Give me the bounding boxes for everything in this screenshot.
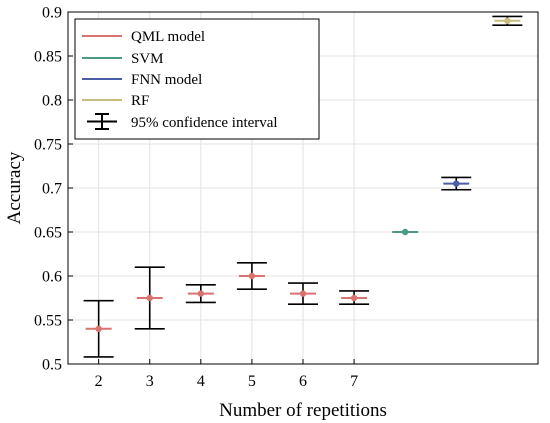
x-tick-label: 5 — [248, 373, 256, 390]
x-tick-label: 4 — [197, 373, 205, 390]
data-point-qml-model — [146, 294, 153, 302]
legend-label-svm: SVM — [131, 51, 164, 67]
data-point-qml-model — [299, 290, 307, 297]
data-point-qml-model — [197, 290, 205, 297]
data-point-qml-model — [248, 272, 256, 280]
x-tick-label: 3 — [146, 373, 154, 390]
x-axis-ticks: 2 3 4 5 6 7 — [95, 359, 358, 390]
y-tick-label: 0.9 — [42, 5, 62, 22]
y-tick-label: 0.85 — [34, 49, 62, 66]
legend-label-qml: QML model — [131, 29, 205, 45]
legend-label-fnn: FNN model — [131, 72, 202, 88]
y-tick-label: 0.8 — [42, 93, 62, 110]
y-tick-label: 0.5 — [42, 357, 62, 374]
data-point-fnn-model — [453, 180, 460, 187]
y-axis-label: Accuracy — [4, 151, 25, 224]
data-points — [85, 17, 521, 332]
x-tick-label: 2 — [95, 373, 103, 390]
data-point-qml-model — [95, 325, 102, 332]
y-tick-label: 0.65 — [34, 225, 62, 242]
y-tick-label: 0.75 — [34, 137, 62, 154]
legend: QML model SVM FNN model RF 95% confidenc… — [74, 18, 320, 140]
data-point-rf — [504, 17, 511, 24]
x-axis-label: Number of repetitions — [219, 400, 387, 421]
legend-label-confidence-interval: 95% confidence interval — [131, 115, 278, 131]
x-tick-label: 7 — [350, 373, 358, 390]
data-point-svm — [401, 228, 409, 236]
legend-label-rf: RF — [131, 93, 149, 109]
legend-swatch-confidence-interval — [87, 113, 117, 130]
y-tick-label: 0.7 — [42, 181, 62, 198]
data-point-qml-model — [350, 294, 358, 302]
y-tick-label: 0.55 — [34, 313, 62, 330]
x-tick-label: 6 — [299, 373, 307, 390]
y-axis-ticks: 0.5 0.55 0.6 0.65 0.7 0.75 0.8 0.85 0.9 — [34, 5, 73, 374]
y-tick-label: 0.6 — [42, 269, 62, 286]
